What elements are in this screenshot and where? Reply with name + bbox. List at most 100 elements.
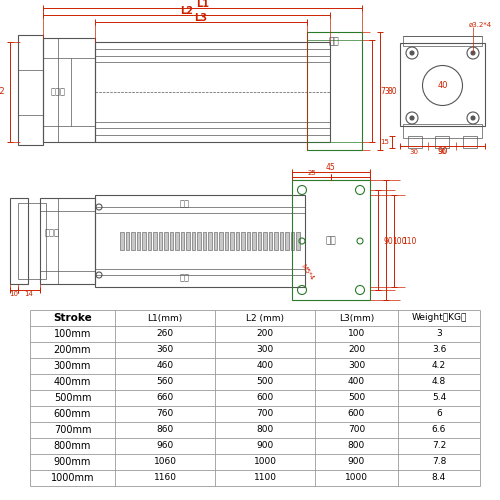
Text: 82: 82: [0, 88, 5, 96]
Text: 15: 15: [380, 139, 390, 145]
Text: 400: 400: [348, 378, 365, 386]
Text: 电机架: 电机架: [44, 228, 60, 237]
Text: 5.4: 5.4: [432, 394, 446, 402]
Text: 300: 300: [348, 362, 365, 370]
Bar: [158, 232, 162, 250]
Text: 800: 800: [256, 426, 274, 434]
Text: 40: 40: [437, 81, 448, 90]
Bar: [400, 43, 485, 126]
Text: 100mm: 100mm: [54, 329, 91, 339]
Text: 600: 600: [256, 394, 274, 402]
Bar: [408, 136, 422, 148]
Text: 1000: 1000: [345, 474, 368, 482]
Bar: [186, 232, 190, 250]
Bar: [252, 232, 256, 250]
Bar: [131, 232, 134, 250]
Text: 7.8: 7.8: [432, 458, 446, 466]
Text: 600: 600: [348, 410, 365, 418]
Text: 100: 100: [348, 330, 365, 338]
Text: 400: 400: [256, 362, 274, 370]
Text: 260: 260: [156, 330, 174, 338]
Text: L1: L1: [196, 0, 209, 9]
Text: 1100: 1100: [254, 474, 276, 482]
Bar: [236, 232, 239, 250]
Text: L2: L2: [180, 6, 193, 16]
Text: 460: 460: [156, 362, 174, 370]
Bar: [126, 232, 129, 250]
Text: 电机架: 电机架: [50, 88, 66, 96]
Bar: [463, 136, 477, 148]
Text: 滑块: 滑块: [328, 38, 340, 46]
Text: M5*4: M5*4: [300, 263, 316, 281]
Text: 1160: 1160: [154, 474, 176, 482]
Circle shape: [410, 51, 414, 55]
Text: 200mm: 200mm: [54, 345, 91, 355]
Text: 30: 30: [438, 149, 446, 155]
Bar: [95, 42, 330, 142]
Bar: [280, 232, 283, 250]
Text: L3(mm): L3(mm): [339, 314, 374, 322]
Text: L1(mm): L1(mm): [148, 314, 182, 322]
Text: 100: 100: [392, 236, 406, 246]
Bar: [164, 232, 168, 250]
Bar: [18, 203, 46, 279]
Text: 760: 760: [156, 410, 174, 418]
Bar: [246, 232, 250, 250]
Text: 600mm: 600mm: [54, 409, 91, 419]
Bar: [274, 232, 278, 250]
Bar: [197, 232, 200, 250]
Text: 200: 200: [348, 346, 365, 354]
Text: 700mm: 700mm: [54, 425, 91, 435]
Text: 360: 360: [156, 346, 174, 354]
Text: 8.4: 8.4: [432, 474, 446, 482]
Bar: [192, 232, 195, 250]
Bar: [307, 32, 362, 150]
Text: 200: 200: [256, 330, 274, 338]
Text: 滑块: 滑块: [326, 236, 336, 246]
Text: 30: 30: [410, 149, 418, 155]
Bar: [10, 198, 28, 284]
Text: 860: 860: [156, 426, 174, 434]
Text: 500mm: 500mm: [54, 393, 91, 403]
Bar: [120, 232, 124, 250]
Text: 300: 300: [256, 346, 274, 354]
Bar: [292, 180, 370, 300]
Bar: [142, 232, 146, 250]
Bar: [148, 232, 151, 250]
Text: 6.6: 6.6: [432, 426, 446, 434]
Circle shape: [471, 116, 475, 120]
Text: 900: 900: [256, 442, 274, 450]
Bar: [208, 232, 212, 250]
Bar: [230, 232, 234, 250]
Text: 3.6: 3.6: [432, 346, 446, 354]
Bar: [290, 232, 294, 250]
Text: 45: 45: [326, 162, 336, 172]
Text: 10: 10: [10, 291, 18, 297]
Bar: [153, 232, 156, 250]
Text: 4.8: 4.8: [432, 378, 446, 386]
Text: 500: 500: [348, 394, 365, 402]
Bar: [43, 38, 95, 142]
Bar: [40, 198, 95, 284]
Text: ø3.2*4: ø3.2*4: [468, 22, 491, 28]
Text: 960: 960: [156, 442, 174, 450]
Text: 1060: 1060: [154, 458, 176, 466]
Text: 90: 90: [384, 236, 394, 246]
Bar: [263, 232, 266, 250]
Text: 700: 700: [256, 410, 274, 418]
Bar: [95, 195, 305, 287]
Text: 110: 110: [402, 236, 416, 246]
Bar: [202, 232, 206, 250]
Text: L2 (mm): L2 (mm): [246, 314, 284, 322]
Circle shape: [410, 116, 414, 120]
Bar: [219, 232, 222, 250]
Text: 800: 800: [348, 442, 365, 450]
Circle shape: [471, 51, 475, 55]
Bar: [18, 35, 43, 145]
Text: Stroke: Stroke: [53, 313, 92, 323]
Text: 导轨: 导轨: [180, 200, 190, 208]
Bar: [214, 232, 217, 250]
Text: 25: 25: [307, 170, 316, 176]
Bar: [224, 232, 228, 250]
Text: 660: 660: [156, 394, 174, 402]
